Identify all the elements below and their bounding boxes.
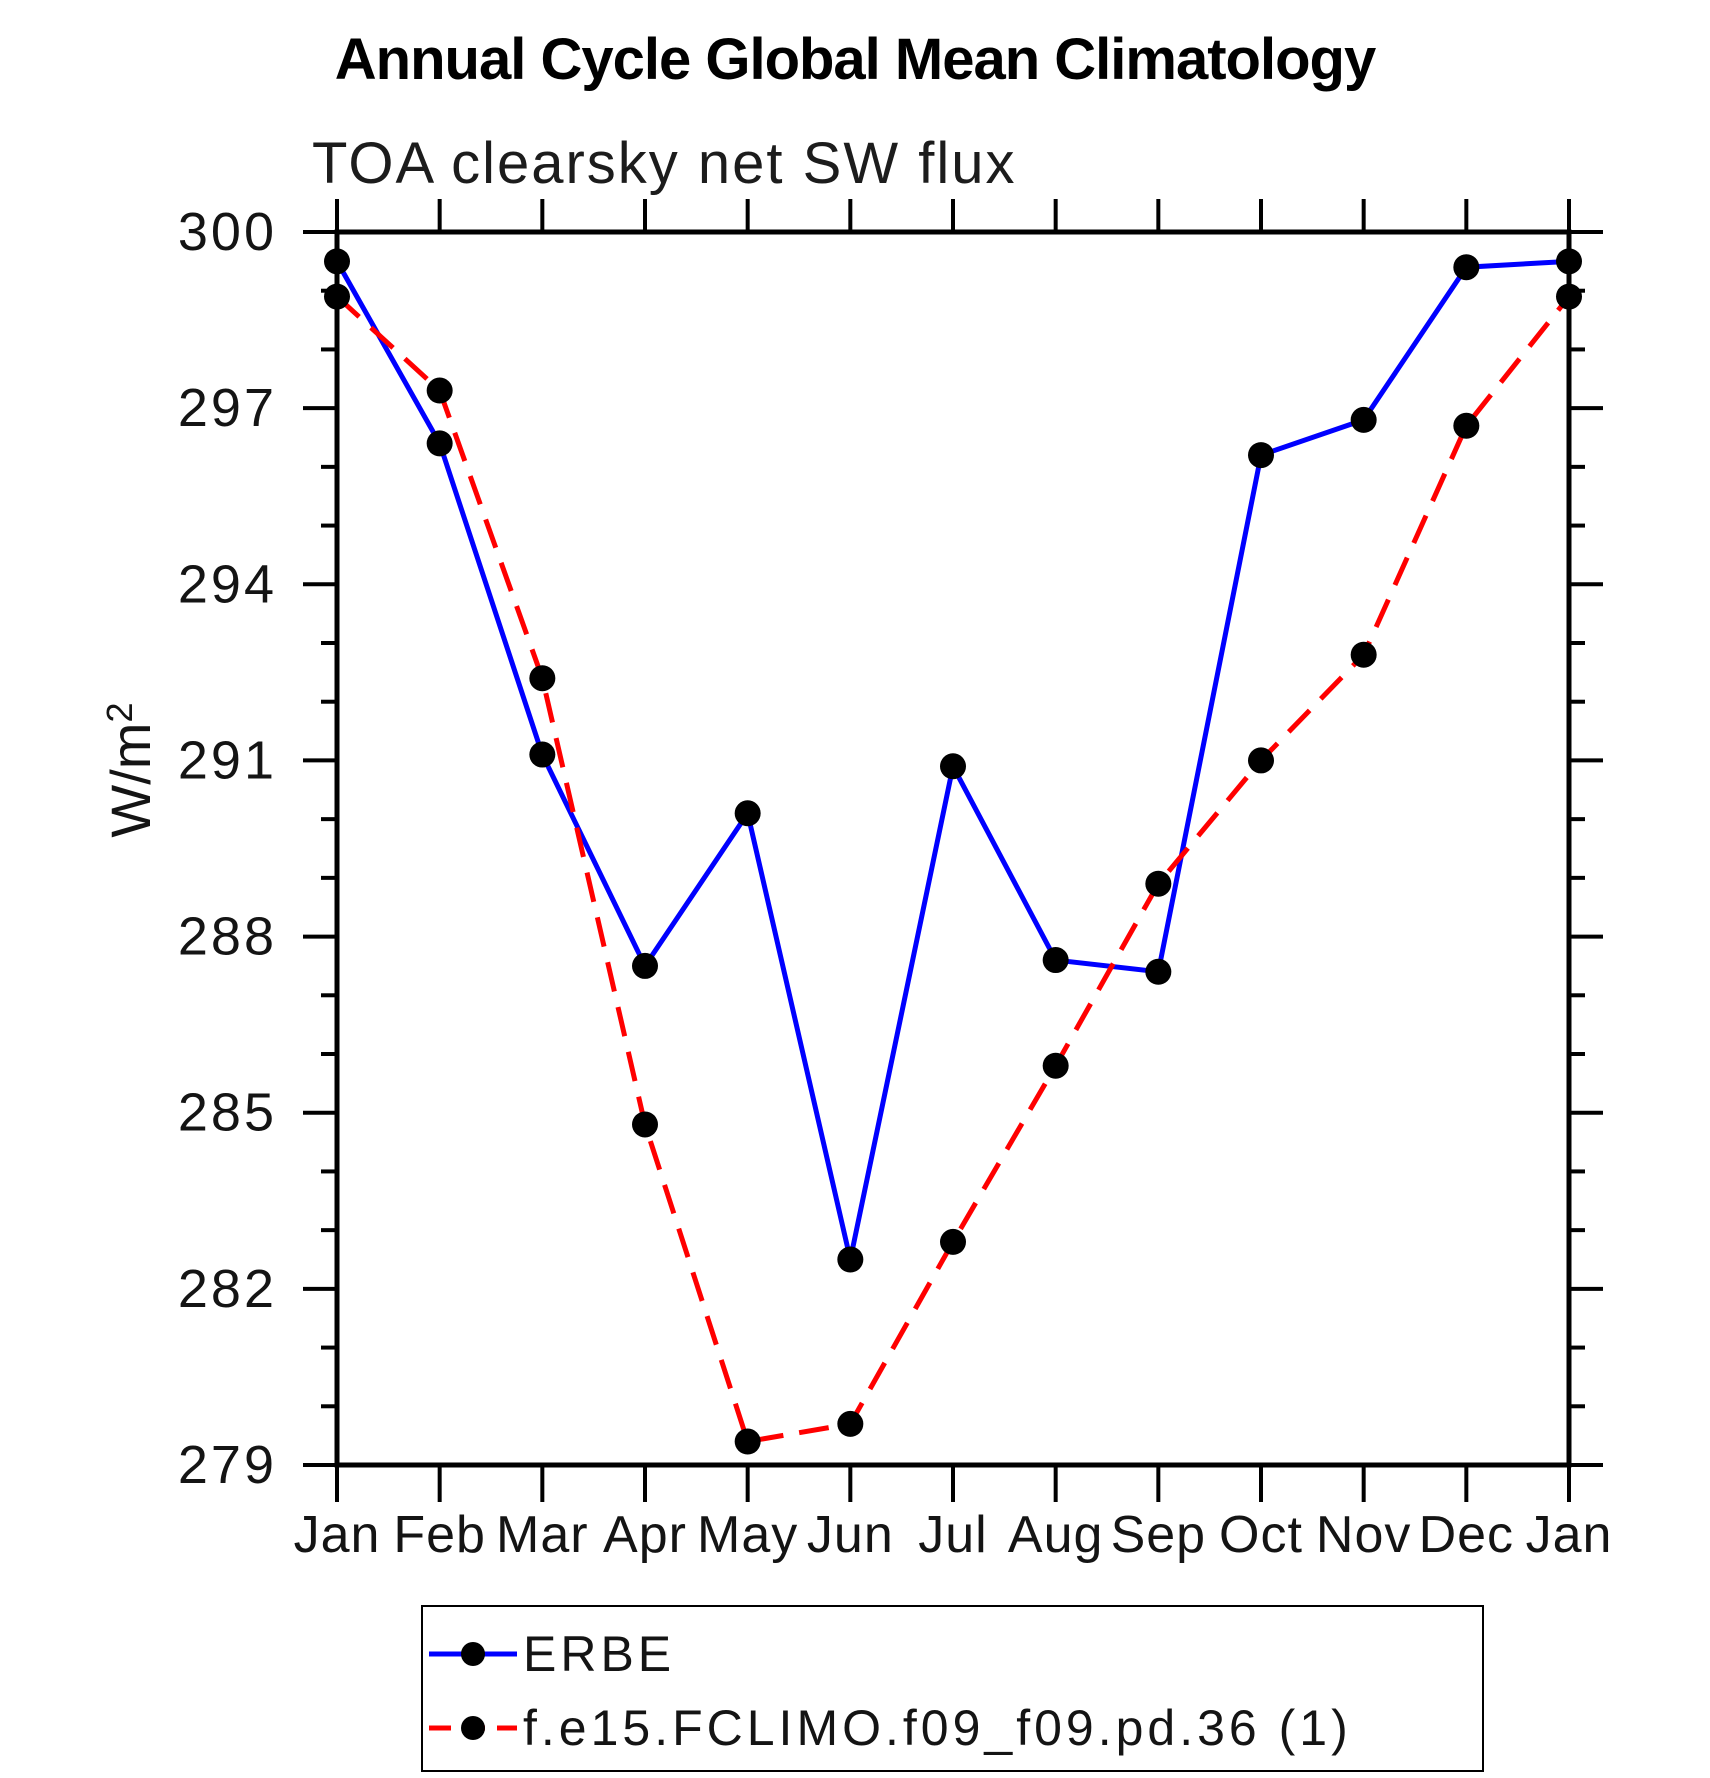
legend-dashed-line-sample bbox=[429, 1716, 517, 1740]
data-point-1 bbox=[734, 1428, 761, 1455]
y-tick-label: 291 bbox=[178, 730, 277, 790]
data-point-1 bbox=[1042, 1052, 1069, 1079]
data-point-1 bbox=[1350, 641, 1377, 668]
x-tick-label: Jun bbox=[807, 1506, 894, 1564]
data-point-0 bbox=[1145, 958, 1172, 985]
x-tick-label: Sep bbox=[1111, 1506, 1207, 1564]
data-point-0 bbox=[1556, 248, 1582, 275]
data-point-1 bbox=[529, 665, 556, 692]
legend-label-model: f.e15.FCLIMO.f09_f09.pd.36 (1) bbox=[523, 1700, 1352, 1756]
data-point-0 bbox=[940, 753, 966, 780]
data-point-1 bbox=[1453, 412, 1480, 439]
data-point-1 bbox=[940, 1228, 966, 1255]
x-tick-label: Apr bbox=[603, 1506, 687, 1564]
data-point-0 bbox=[1042, 947, 1069, 974]
data-point-0 bbox=[1248, 442, 1274, 469]
chart-title: Annual Cycle Global Mean Climatology bbox=[334, 27, 1376, 92]
x-tick-label: Nov bbox=[1316, 1506, 1411, 1564]
y-tick-label: 294 bbox=[178, 554, 277, 614]
data-point-1 bbox=[837, 1410, 864, 1437]
legend-label-erbe: ERBE bbox=[523, 1626, 676, 1682]
data-point-0 bbox=[529, 741, 556, 768]
data-point-0 bbox=[837, 1246, 864, 1273]
legend-marker-icon bbox=[461, 1716, 485, 1740]
y-tick-label: 285 bbox=[178, 1083, 277, 1143]
data-point-0 bbox=[632, 952, 658, 979]
data-point-1 bbox=[324, 283, 350, 310]
data-point-0 bbox=[1350, 406, 1377, 433]
x-tick-label: Oct bbox=[1219, 1506, 1303, 1564]
legend-item-erbe: ERBE bbox=[427, 1626, 675, 1682]
x-tick-label: Jan bbox=[1526, 1506, 1613, 1564]
legend: ERBE f.e15.FCLIMO.f09_f09.pd.36 (1) bbox=[421, 1605, 1484, 1772]
data-point-0 bbox=[426, 430, 453, 457]
x-tick-label: Jan bbox=[294, 1506, 381, 1564]
plot-frame bbox=[334, 229, 1572, 1468]
legend-item-model: f.e15.FCLIMO.f09_f09.pd.36 (1) bbox=[427, 1700, 1352, 1756]
x-tick-label: Aug bbox=[1008, 1506, 1104, 1564]
legend-marker-icon bbox=[461, 1642, 485, 1666]
y-tick-label: 300 bbox=[178, 202, 277, 262]
data-point-1 bbox=[1248, 747, 1274, 774]
x-tick-label: Jul bbox=[918, 1506, 987, 1564]
y-tick-label: 297 bbox=[178, 378, 277, 438]
data-point-0 bbox=[734, 800, 761, 827]
series-line-1 bbox=[335, 294, 1571, 1445]
x-tick-label: Mar bbox=[496, 1506, 589, 1564]
y-tick-label: 279 bbox=[178, 1435, 277, 1495]
data-point-1 bbox=[632, 1111, 658, 1138]
x-tick-label: Dec bbox=[1419, 1506, 1514, 1564]
y-tick-label: 288 bbox=[178, 907, 277, 967]
x-tick-label: May bbox=[697, 1506, 798, 1564]
x-tick-label: Feb bbox=[393, 1506, 486, 1564]
data-point-0 bbox=[1453, 254, 1480, 281]
data-point-1 bbox=[426, 377, 453, 404]
legend-solid-line-sample bbox=[429, 1642, 517, 1666]
y-tick-label: 282 bbox=[178, 1259, 277, 1319]
chart-subtitle: TOA clearsky net SW flux bbox=[312, 131, 1017, 196]
data-point-1 bbox=[1556, 283, 1582, 310]
y-axis-label: W/m2 bbox=[99, 702, 162, 837]
data-point-1 bbox=[1145, 870, 1172, 897]
data-point-0 bbox=[324, 248, 350, 275]
